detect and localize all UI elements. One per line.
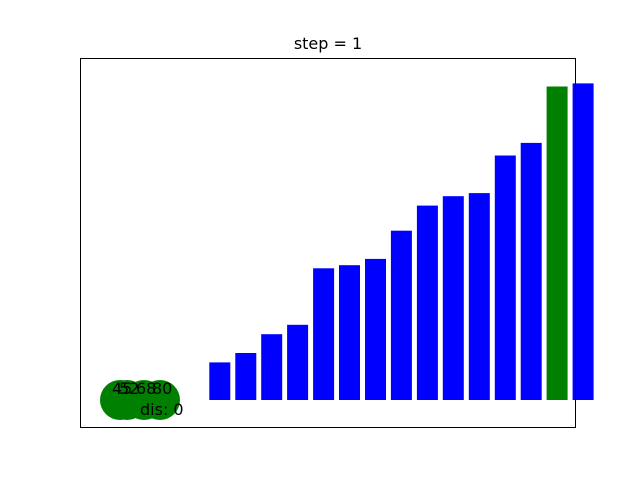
bar-15: [494, 155, 516, 400]
bar-8: [313, 268, 335, 400]
bar-5: [235, 353, 257, 400]
bar-17: [546, 86, 568, 400]
marker-label-68: 68: [136, 379, 156, 398]
bar-18: [572, 83, 594, 401]
bar-14: [468, 193, 490, 400]
bar-7: [287, 324, 309, 400]
bar-6: [261, 334, 283, 400]
bar-10: [365, 258, 386, 400]
bar-12: [416, 205, 438, 400]
marker-80: [140, 380, 180, 420]
marker-label-80: 80: [152, 379, 172, 398]
axes-frame: [80, 58, 576, 428]
distance-annotation: dis: 0: [140, 400, 184, 419]
bar-4: [209, 362, 231, 400]
bar-9: [339, 265, 360, 400]
bar-13: [442, 196, 464, 400]
chart-title: step = 1: [294, 34, 362, 53]
markers-group: [100, 380, 180, 420]
marker-label-52: 52: [119, 379, 139, 398]
marker-label-45: 45: [112, 379, 132, 398]
bar-16: [520, 142, 542, 400]
bars-group: [209, 83, 594, 401]
bar-11: [390, 230, 412, 400]
